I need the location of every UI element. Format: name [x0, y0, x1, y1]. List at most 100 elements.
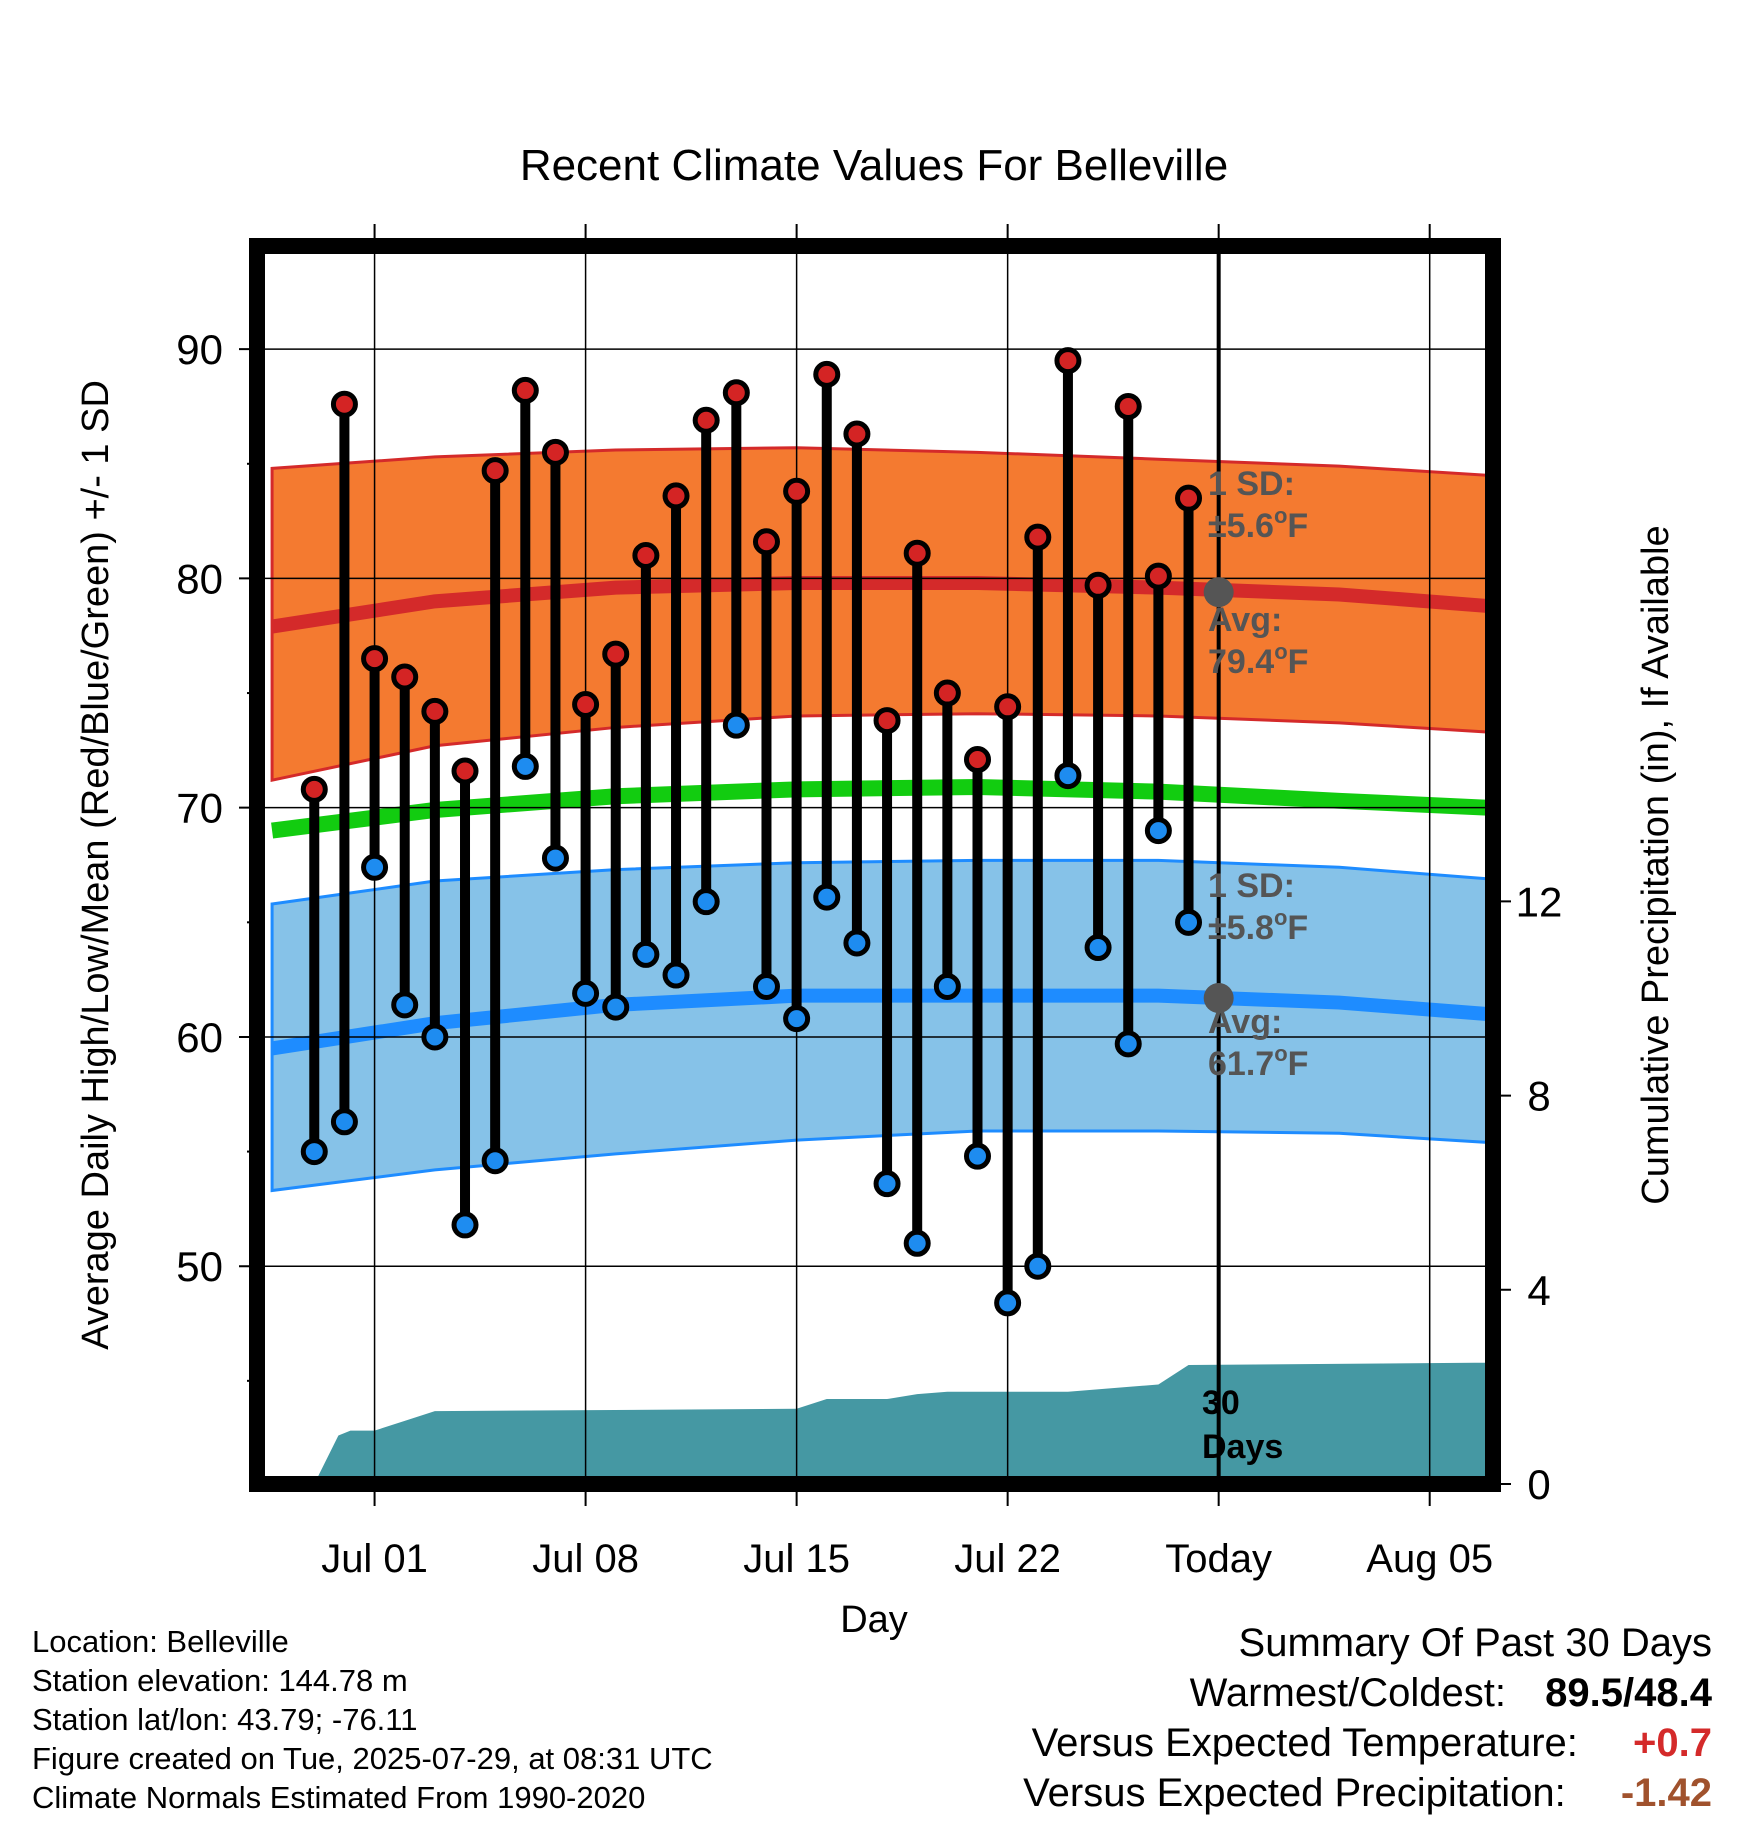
daily-high-point	[1084, 571, 1112, 599]
y-right-tick-label: 0	[1527, 1461, 1550, 1508]
daily-high-point	[1024, 523, 1052, 551]
warmest-coldest-label: Warmest/Coldest:	[1189, 1671, 1507, 1715]
daily-high-point	[300, 775, 328, 803]
low-avg-value: 61.7oF	[1208, 1041, 1308, 1083]
x-axis-label: Day	[840, 1599, 908, 1641]
daily-high-point	[692, 406, 720, 434]
mean-avg-line	[271, 779, 1488, 839]
today-line	[1203, 254, 1234, 1476]
y-right-tick-label: 8	[1527, 1073, 1550, 1120]
daily-low-point	[1175, 908, 1203, 936]
daily-high-point	[1175, 484, 1203, 512]
daily-high-point	[963, 746, 991, 774]
daily-high-point	[602, 640, 630, 668]
daily-low-point	[1024, 1252, 1052, 1280]
precip-series	[284, 1362, 1490, 1484]
daily-low-point	[1054, 762, 1082, 790]
daily-high-point	[662, 482, 690, 510]
low-sd-value: ±5.8oF	[1208, 905, 1308, 947]
station-location: Location: Belleville	[32, 1624, 289, 1659]
daily-high-point	[1144, 562, 1172, 590]
x-tick-label: Jul 08	[532, 1537, 639, 1581]
daily-low-point	[361, 853, 389, 881]
y-right-tick-label: 4	[1527, 1267, 1550, 1314]
x-tick-label: Jul 01	[321, 1537, 428, 1581]
y-left-tick-label: 60	[176, 1014, 223, 1061]
summary-panel: Summary Of Past 30 Days Warmest/Coldest:…	[1023, 1618, 1712, 1818]
normals-period: Climate Normals Estimated From 1990-2020	[32, 1780, 646, 1815]
station-elevation: Station elevation: 144.78 m	[32, 1663, 408, 1698]
daily-low-point	[692, 888, 720, 916]
daily-high-point	[873, 707, 901, 735]
daily-high-point	[391, 663, 419, 691]
daily-low-point	[813, 883, 841, 911]
daily-low-point	[572, 979, 600, 1007]
daily-high-point	[511, 376, 539, 404]
daily-high-point	[541, 438, 569, 466]
low-avg-label: Avg:	[1208, 1003, 1282, 1041]
daily-low-point	[541, 844, 569, 872]
chart-title: Recent Climate Values For Belleville	[520, 141, 1228, 190]
daily-low-point	[511, 752, 539, 780]
daily-high-point	[451, 757, 479, 785]
y-axis-right-label: Cumulative Precipitation (in), If Availa…	[1635, 525, 1677, 1204]
daily-low-point	[843, 929, 871, 957]
daily-low-point	[451, 1211, 479, 1239]
daily-low-point	[994, 1289, 1022, 1317]
precip-anomaly-value: -1.42	[1620, 1771, 1712, 1815]
daily-high-point	[903, 539, 931, 567]
daily-low-point	[602, 993, 630, 1021]
daily-high-point	[843, 420, 871, 448]
daily-low-point	[662, 961, 690, 989]
station-latlon: Station lat/lon: 43.79; -76.11	[32, 1702, 418, 1737]
summary-precipitation: Versus Expected Precipitation: -1.42	[1023, 1768, 1712, 1818]
daily-high-point	[994, 693, 1022, 721]
summary-warmest-coldest: Warmest/Coldest: 89.5/48.4	[1023, 1668, 1712, 1718]
y-left-tick-label: 50	[176, 1243, 223, 1290]
daily-low-point	[963, 1142, 991, 1170]
x-tick-label: Today	[1165, 1537, 1272, 1581]
daily-low-point	[300, 1138, 328, 1166]
low-sd-label: 1 SD:	[1208, 867, 1295, 905]
precip-area	[284, 1362, 1490, 1484]
band-annotations: 1 SD: ±5.6oF Avg: 79.4oF 1 SD: ±5.8oF Av…	[1202, 465, 1308, 1466]
daily-low-point	[783, 1005, 811, 1033]
high-avg-value: 79.4oF	[1208, 639, 1308, 681]
daily-low-point	[752, 973, 780, 1001]
summary-temperature: Versus Expected Temperature: +0.7	[1023, 1718, 1712, 1768]
temp-anomaly-label: Versus Expected Temperature:	[1031, 1721, 1578, 1765]
warmest-coldest-slash: /	[1623, 1671, 1635, 1715]
precip-window-label-line1: 30	[1202, 1384, 1240, 1422]
daily-high-point	[361, 645, 389, 673]
daily-high-point	[572, 691, 600, 719]
y-left-tick-label: 80	[176, 555, 223, 602]
daily-stems	[309, 355, 1194, 1308]
daily-high-point	[813, 360, 841, 388]
daily-high-point	[330, 390, 358, 418]
daily-low-point	[1114, 1030, 1142, 1058]
warmest-coldest-value: 89.5/48.4	[1545, 1668, 1712, 1718]
daily-low-point	[873, 1170, 901, 1198]
high-sd-label: 1 SD:	[1208, 465, 1295, 503]
daily-high-point	[933, 679, 961, 707]
daily-high-point	[421, 697, 449, 725]
daily-high-point	[1054, 347, 1082, 375]
summary-title: Summary Of Past 30 Days	[1238, 1621, 1712, 1665]
today-low-avg-dot	[1203, 982, 1234, 1013]
x-tick-label: Jul 15	[743, 1537, 850, 1581]
daily-high-point	[722, 379, 750, 407]
coldest-value: 48.4	[1634, 1671, 1712, 1715]
daily-low-point	[391, 991, 419, 1019]
daily-high-point	[632, 542, 660, 569]
axes: 50 60 70 80 90 0 4 8 12 Jul 01 Jul 08 Jul 15 Jul 22 T…	[176, 224, 1562, 1581]
daily-points	[300, 347, 1203, 1317]
y-right-tick-label: 12	[1516, 878, 1563, 925]
warmest-value: 89.5	[1545, 1671, 1624, 1715]
daily-low-point	[722, 711, 750, 739]
temp-anomaly-value: +0.7	[1633, 1721, 1712, 1765]
daily-high-point	[1114, 392, 1142, 420]
high-avg-label: Avg:	[1208, 601, 1282, 639]
daily-low-point	[421, 1023, 449, 1051]
daily-low-point	[1084, 934, 1112, 962]
